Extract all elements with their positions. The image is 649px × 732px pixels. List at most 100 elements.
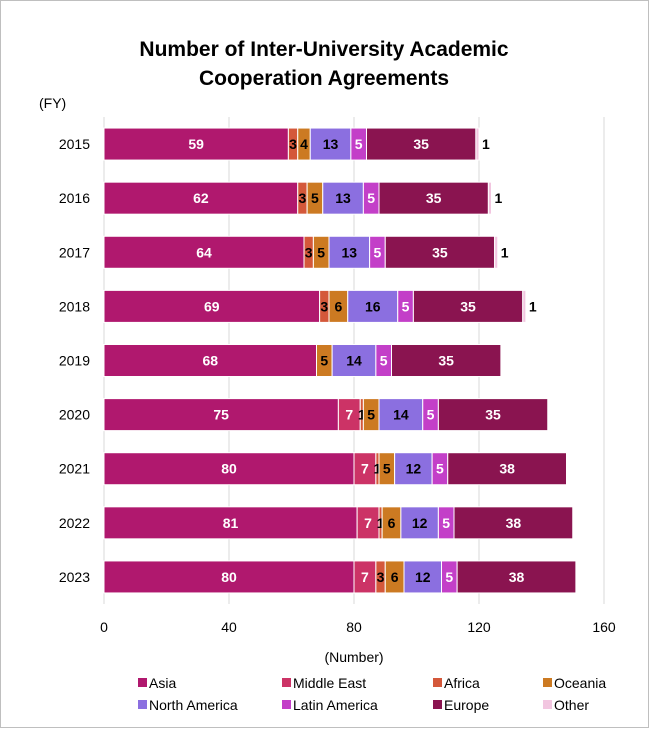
legend-label: Asia bbox=[149, 675, 176, 691]
data-label: 3 bbox=[377, 569, 385, 585]
category-label: 2018 bbox=[59, 298, 90, 314]
data-label: 1 bbox=[529, 298, 537, 314]
bar-segment bbox=[487, 181, 492, 215]
data-label: 5 bbox=[436, 461, 444, 477]
category-label: 2020 bbox=[59, 407, 90, 423]
data-label: 3 bbox=[299, 190, 307, 206]
data-label: 80 bbox=[221, 569, 237, 585]
legend-label: Africa bbox=[444, 675, 480, 691]
data-label: 35 bbox=[413, 136, 429, 152]
data-label: 3 bbox=[305, 244, 313, 260]
bar-row: 81 7 1 6 12 5 38 bbox=[103, 506, 574, 540]
bar-segment bbox=[103, 181, 299, 215]
data-label: 35 bbox=[485, 407, 501, 423]
data-label: 1 bbox=[482, 136, 490, 152]
data-label: 68 bbox=[202, 353, 218, 369]
legend-swatch bbox=[282, 700, 291, 709]
legend-swatch bbox=[433, 678, 442, 687]
bar-segment bbox=[475, 127, 480, 161]
data-label: 6 bbox=[391, 569, 399, 585]
data-label: 12 bbox=[406, 461, 422, 477]
data-label: 38 bbox=[509, 569, 525, 585]
data-label: 13 bbox=[323, 136, 339, 152]
data-label: 5 bbox=[380, 353, 388, 369]
data-label: 5 bbox=[445, 569, 453, 585]
bar-row: 62 3 5 13 5 35 1 bbox=[103, 181, 503, 215]
data-label: 5 bbox=[383, 461, 391, 477]
data-label: 75 bbox=[213, 407, 229, 423]
bar-segment bbox=[394, 452, 433, 486]
bar-segment bbox=[453, 506, 574, 540]
data-label: 1 bbox=[501, 244, 509, 260]
bar-segment bbox=[522, 289, 527, 323]
bar-segment bbox=[103, 127, 289, 161]
bar-row: 80 7 1 5 12 5 38 bbox=[103, 452, 567, 486]
data-label: 4 bbox=[300, 136, 308, 152]
data-label: 5 bbox=[442, 515, 450, 531]
data-label: 35 bbox=[432, 244, 448, 260]
bar-row: 68 5 14 5 35 bbox=[103, 344, 502, 377]
bar-segment bbox=[103, 398, 339, 432]
legend-swatch bbox=[138, 700, 147, 709]
category-label: 2022 bbox=[59, 515, 90, 531]
bar-segment bbox=[103, 452, 355, 486]
category-label: 2023 bbox=[59, 569, 90, 585]
bar-segment bbox=[331, 344, 377, 377]
bar-segment bbox=[447, 452, 567, 486]
legend-item: Oceania bbox=[543, 675, 606, 691]
category-label: 2016 bbox=[59, 190, 90, 206]
data-label: 13 bbox=[335, 190, 351, 206]
bar-row: 80 7 3 6 12 5 38 bbox=[103, 560, 577, 594]
bar-segment bbox=[328, 235, 371, 269]
data-label: 16 bbox=[365, 298, 381, 314]
x-tick-label: 80 bbox=[346, 619, 362, 635]
legend-label: Middle East bbox=[293, 675, 366, 691]
data-label: 5 bbox=[311, 190, 319, 206]
bar-row: 64 3 5 13 5 35 1 bbox=[103, 235, 509, 269]
legend-item: Latin America bbox=[282, 697, 378, 713]
bar-segment bbox=[403, 560, 442, 594]
bar-segment bbox=[103, 344, 317, 377]
data-label: 5 bbox=[320, 353, 328, 369]
legend-label: Oceania bbox=[554, 675, 606, 691]
data-label: 80 bbox=[221, 461, 237, 477]
data-label: 38 bbox=[499, 461, 515, 477]
data-label: 38 bbox=[506, 515, 522, 531]
data-label: 5 bbox=[355, 136, 363, 152]
bar-segment bbox=[322, 181, 364, 215]
data-label: 5 bbox=[317, 244, 325, 260]
legend-label: North America bbox=[149, 697, 238, 713]
x-tick-label: 40 bbox=[221, 619, 237, 635]
data-label: 59 bbox=[188, 136, 204, 152]
data-label: 5 bbox=[367, 190, 375, 206]
data-label: 1 bbox=[358, 407, 366, 423]
category-label: 2015 bbox=[59, 136, 90, 152]
x-tick-label: 160 bbox=[592, 619, 616, 635]
x-tick-label: 0 bbox=[100, 619, 108, 635]
bar-row: 69 3 6 16 5 35 1 bbox=[103, 289, 537, 323]
y-unit-label: (FY) bbox=[39, 95, 66, 111]
data-label: 6 bbox=[334, 298, 342, 314]
data-label: 14 bbox=[393, 407, 409, 423]
bar-row: 75 7 1 5 14 5 35 bbox=[103, 398, 549, 432]
data-label: 12 bbox=[412, 515, 428, 531]
bar-segment bbox=[437, 398, 549, 432]
x-tick-labels: 0 40 80 120 160 bbox=[100, 619, 616, 635]
data-label: 6 bbox=[388, 515, 396, 531]
legend-label: Europe bbox=[444, 697, 489, 713]
data-label: 3 bbox=[289, 136, 297, 152]
chart-title-line-1: Number of Inter-University Academic bbox=[139, 38, 508, 61]
data-label: 1 bbox=[374, 461, 382, 477]
data-label: 7 bbox=[345, 407, 353, 423]
legend-swatch bbox=[543, 678, 552, 687]
data-label: 5 bbox=[402, 298, 410, 314]
data-label: 14 bbox=[346, 353, 362, 369]
data-label: 5 bbox=[427, 407, 435, 423]
chart-title-line-2: Cooperation Agreements bbox=[199, 67, 449, 90]
category-label: 2019 bbox=[59, 353, 90, 369]
category-label: 2021 bbox=[59, 461, 90, 477]
legend-item: Europe bbox=[433, 697, 489, 713]
bar-segment bbox=[391, 344, 502, 377]
data-label: 5 bbox=[367, 407, 375, 423]
